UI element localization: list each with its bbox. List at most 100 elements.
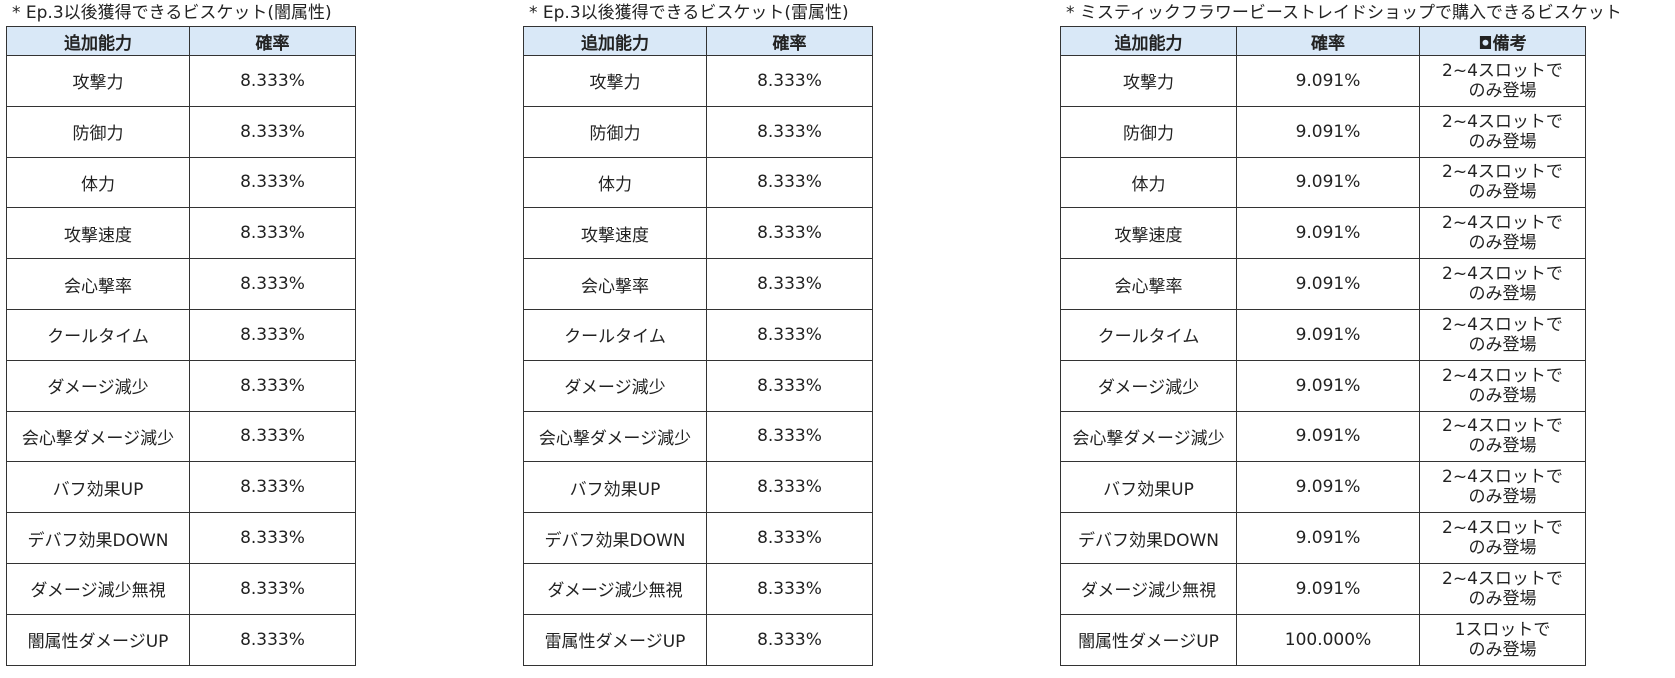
note-text: 2~4スロットで のみ登場	[1442, 365, 1563, 406]
cell-ability: 防御力	[1060, 105, 1237, 158]
table-row: 防御力 9.091% 2~4スロットで のみ登場	[1060, 105, 1586, 158]
cell-ability: 攻撃力	[1060, 55, 1237, 107]
table-row: クールタイム 8.333%	[523, 308, 873, 361]
table-row: デバフ効果DOWN 9.091% 2~4スロットで のみ登場	[1060, 512, 1586, 564]
note-text: 2~4スロットで のみ登場	[1442, 314, 1563, 355]
cell-rate: 8.333%	[189, 55, 356, 107]
cell-ability: 防御力	[523, 105, 707, 158]
table-row: 攻撃速度 8.333%	[6, 207, 356, 260]
cell-rate: 8.333%	[706, 613, 873, 666]
cell-ability: ダメージ減少	[6, 359, 190, 412]
table-header-row: 追加能力 確率 ◘備考	[1060, 26, 1586, 56]
cell-rate: 8.333%	[189, 105, 356, 158]
cell-rate: 9.091%	[1236, 105, 1420, 158]
cell-ability: ダメージ減少無視	[1060, 562, 1237, 615]
header-rate: 確率	[1236, 26, 1420, 56]
cell-ability: 会心撃率	[1060, 258, 1237, 310]
cell-rate: 8.333%	[706, 156, 873, 209]
cell-rate: 8.333%	[189, 461, 356, 514]
note-text: 2~4スロットで のみ登場	[1442, 518, 1563, 559]
header-ability: 追加能力	[1060, 26, 1237, 56]
cell-rate: 8.333%	[706, 410, 873, 463]
cell-note: 2~4スロットで のみ登場	[1419, 410, 1586, 463]
table-body: 攻撃力 8.333% 防御力 8.333% 体力 8.333% 攻撃速度 8.333% 会心撃率…	[6, 55, 356, 666]
cell-ability: 体力	[523, 156, 707, 209]
cell-rate: 9.091%	[1236, 461, 1420, 514]
cell-rate: 9.091%	[1236, 512, 1420, 564]
cell-note: 2~4スロットで のみ登場	[1419, 512, 1586, 564]
cell-ability: デバフ効果DOWN	[1060, 512, 1237, 564]
table-body: 攻撃力 8.333% 防御力 8.333% 体力 8.333% 攻撃速度 8.333% 会心撃率…	[523, 55, 873, 666]
table-row: 攻撃力 9.091% 2~4スロットで のみ登場	[1060, 55, 1586, 107]
table-row: デバフ効果DOWN 8.333%	[523, 512, 873, 564]
table-row: 攻撃力 8.333%	[6, 55, 356, 107]
cell-rate: 100.000%	[1236, 613, 1420, 666]
table-row: 体力 8.333%	[523, 156, 873, 209]
table-row: 会心撃ダメージ減少 8.333%	[6, 410, 356, 463]
table-row: バフ効果UP 9.091% 2~4スロットで のみ登場	[1060, 461, 1586, 514]
table-row: 会心撃率 8.333%	[523, 258, 873, 310]
cell-ability: 攻撃速度	[1060, 207, 1237, 260]
cell-rate: 8.333%	[189, 156, 356, 209]
table-row: 会心撃ダメージ減少 8.333%	[523, 410, 873, 463]
probability-table-thunder: 追加能力 確率 攻撃力 8.333% 防御力 8.333% 体力 8.333% 攻撃速度 8.…	[523, 26, 873, 666]
cell-ability: 攻撃力	[6, 55, 190, 107]
cell-ability: ダメージ減少	[1060, 359, 1237, 412]
table-header-row: 追加能力 確率	[523, 26, 873, 56]
cell-rate: 8.333%	[189, 410, 356, 463]
cell-rate: 8.333%	[189, 562, 356, 615]
cell-rate: 8.333%	[189, 359, 356, 412]
cell-rate: 8.333%	[706, 207, 873, 260]
cell-ability: 会心撃ダメージ減少	[1060, 410, 1237, 463]
table-row: 攻撃力 8.333%	[523, 55, 873, 107]
cell-note: 2~4スロットで のみ登場	[1419, 258, 1586, 310]
cell-ability: 会心撃ダメージ減少	[6, 410, 190, 463]
cell-rate: 9.091%	[1236, 55, 1420, 107]
table-row: 攻撃速度 8.333%	[523, 207, 873, 260]
note-text: 2~4スロットで のみ登場	[1442, 264, 1563, 305]
cell-rate: 8.333%	[706, 562, 873, 615]
cell-ability: 闇属性ダメージUP	[1060, 613, 1237, 666]
cell-ability: デバフ効果DOWN	[6, 512, 190, 564]
cell-ability: 会心撃ダメージ減少	[523, 410, 707, 463]
cell-ability: バフ効果UP	[523, 461, 707, 514]
table-block-thunder: * Ep.3以後獲得できるビスケット(雷属性) 追加能力 確率 攻撃力 8.333…	[523, 0, 873, 666]
note-text: 1スロットで のみ登場	[1454, 619, 1551, 660]
cell-ability: 闇属性ダメージUP	[6, 613, 190, 666]
cell-ability: デバフ効果DOWN	[523, 512, 707, 564]
table-row: 会心撃率 9.091% 2~4スロットで のみ登場	[1060, 258, 1586, 310]
cell-ability: 会心撃率	[6, 258, 190, 310]
header-ability: 追加能力	[6, 26, 190, 56]
table-caption: * Ep.3以後獲得できるビスケット(雷属性)	[529, 3, 849, 23]
cell-rate: 9.091%	[1236, 207, 1420, 260]
table-row: ダメージ減少無視 8.333%	[523, 562, 873, 615]
cell-rate: 8.333%	[189, 613, 356, 666]
header-note: ◘備考	[1419, 26, 1586, 56]
cell-note: 2~4スロットで のみ登場	[1419, 359, 1586, 412]
cell-ability: 会心撃率	[523, 258, 707, 310]
table-row: 会心撃率 8.333%	[6, 258, 356, 310]
table-row: バフ効果UP 8.333%	[6, 461, 356, 514]
cell-ability: 体力	[6, 156, 190, 209]
cell-note: 2~4スロットで のみ登場	[1419, 55, 1586, 107]
cell-ability: 体力	[1060, 156, 1237, 209]
table-row: クールタイム 9.091% 2~4スロットで のみ登場	[1060, 308, 1586, 361]
cell-note: 2~4スロットで のみ登場	[1419, 562, 1586, 615]
cell-rate: 8.333%	[706, 258, 873, 310]
table-row: ダメージ減少 9.091% 2~4スロットで のみ登場	[1060, 359, 1586, 412]
note-text: 2~4スロットで のみ登場	[1442, 60, 1563, 101]
cell-rate: 8.333%	[706, 55, 873, 107]
cell-rate: 9.091%	[1236, 562, 1420, 615]
table-row: 体力 8.333%	[6, 156, 356, 209]
table-body: 攻撃力 9.091% 2~4スロットで のみ登場 防御力 9.091% 2~4スロットで …	[1060, 55, 1586, 666]
table-caption: * ミスティックフラワービーストレイドショップで購入できるビスケット	[1066, 3, 1622, 23]
cell-ability: ダメージ減少無視	[523, 562, 707, 615]
table-row: ダメージ減少無視 8.333%	[6, 562, 356, 615]
cell-rate: 8.333%	[189, 512, 356, 564]
cell-rate: 8.333%	[706, 359, 873, 412]
cell-note: 2~4スロットで のみ登場	[1419, 105, 1586, 158]
table-row: デバフ効果DOWN 8.333%	[6, 512, 356, 564]
table-caption: * Ep.3以後獲得できるビスケット(闇属性)	[12, 3, 332, 23]
note-text: 2~4スロットで のみ登場	[1442, 568, 1563, 609]
